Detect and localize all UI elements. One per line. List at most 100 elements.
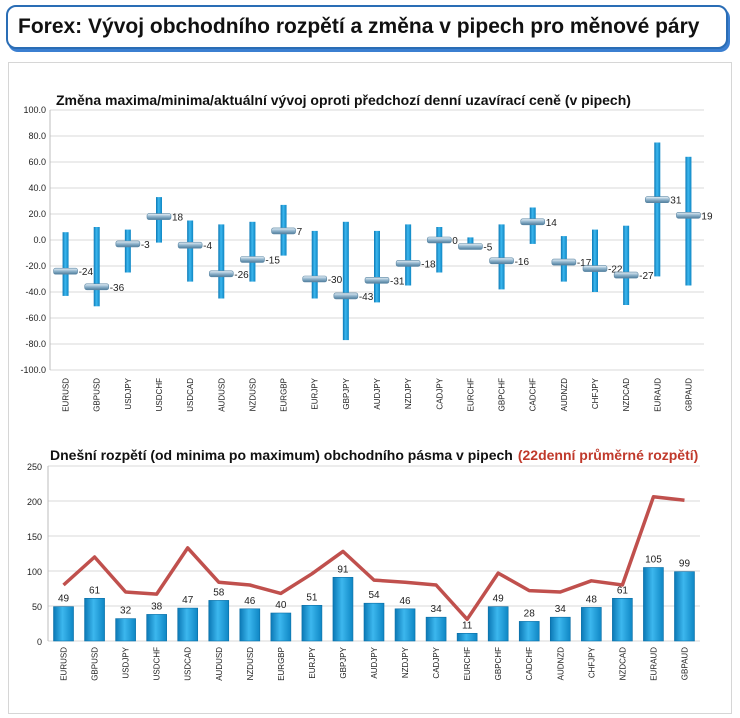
- chart1-x-tick: CADJPY: [435, 377, 444, 409]
- chart2-data-label: 105: [645, 555, 662, 566]
- chart2-x-tick: EURGBP: [277, 647, 286, 681]
- chart2-bar: [549, 616, 571, 642]
- chart1-data-label: 14: [546, 218, 558, 229]
- chart1-y-tick: 20.0: [28, 209, 46, 219]
- chart2-x-tick: GBPAUD: [680, 647, 689, 680]
- chart1-y-tick: 100.0: [23, 105, 46, 115]
- chart2-bar: [612, 597, 633, 642]
- chart1-range-bar: [654, 142, 661, 277]
- chart2-y-tick: 250: [27, 462, 42, 472]
- chart-frame: [8, 62, 732, 714]
- chart1-range-bar: [436, 227, 443, 273]
- chart1-range-bar: [187, 220, 194, 282]
- chart2-title: Dnešní rozpětí (od minima po maximum) ob…: [50, 447, 698, 463]
- chart1-x-tick: GBPJPY: [342, 377, 351, 409]
- chart2-bar: [84, 597, 105, 642]
- chart1-current-marker: [53, 267, 78, 275]
- chart2-y-tick: 0: [37, 637, 42, 647]
- chart1-range-bar: [685, 156, 692, 286]
- chart1-x-tick: EURAUD: [653, 378, 662, 412]
- chart2-data-label: 11: [462, 620, 473, 631]
- chart2-data-label: 38: [151, 601, 163, 612]
- chart2-x-tick: GBPJPY: [339, 646, 348, 678]
- chart2-x-tick: NZDCAD: [618, 647, 627, 681]
- chart1-data-label: -16: [515, 257, 530, 268]
- chart1-data-label: -27: [639, 271, 654, 282]
- chart1-range-bar: [342, 221, 349, 341]
- chart1-current-marker: [426, 236, 452, 244]
- chart2-bar: [487, 606, 509, 642]
- chart2-x-tick: AUDUSD: [215, 647, 224, 681]
- chart1-data-label: 19: [701, 211, 713, 222]
- chart1-current-marker: [84, 283, 110, 291]
- chart2-bar: [115, 618, 136, 642]
- chart1-x-tick: EURUSD: [62, 378, 71, 412]
- chart1-data-label: -5: [483, 243, 492, 254]
- chart1-current-marker: [115, 240, 141, 248]
- chart2-bar: [239, 608, 261, 642]
- chart2-bar: [456, 632, 478, 642]
- chart1-data-label: -26: [234, 270, 249, 281]
- chart1-current-marker: [520, 218, 546, 226]
- chart1-x-tick: USDCAD: [186, 378, 195, 412]
- chart2-data-label: 61: [89, 585, 101, 596]
- chart1-current-marker: [302, 275, 328, 283]
- chart1-range-bar: [529, 207, 536, 244]
- chart1-x-tick: GBPAUD: [684, 378, 693, 411]
- chart1-data-label: -30: [328, 275, 343, 286]
- chart2-x-tick: AUDJPY: [370, 646, 379, 678]
- chart2-data-label: 34: [555, 604, 567, 615]
- chart1-y-tick: 60.0: [28, 157, 46, 167]
- chart1-y-axis: 100.0 80.0 60.0 40.0 20.0 0.0 -20.0 -40.0 -60.0 -…: [20, 105, 46, 375]
- chart2-bar: [332, 576, 354, 642]
- chart1-range-bar: [592, 229, 598, 292]
- chart2-data-label: 28: [524, 608, 536, 619]
- chart1-data-label: -24: [79, 267, 94, 278]
- chart2-x-tick: USDCAD: [184, 647, 193, 681]
- chart2-y-tick: 200: [27, 497, 42, 507]
- chart2-x-tick: CADCHF: [525, 647, 534, 680]
- chart2-data-label: 46: [244, 596, 256, 607]
- chart1-data-label: -17: [577, 258, 592, 269]
- chart2-data-label: 47: [182, 595, 194, 606]
- chart2-x-axis: EURUSD GBPUSD USDJPY USDCHF USDCAD AUDUSD NZDU…: [60, 646, 690, 680]
- chart1-range-bar: [124, 229, 131, 273]
- chart1-current-marker: [146, 213, 172, 220]
- chart2-y-tick: 100: [27, 567, 42, 577]
- chart1-current-marker: [364, 276, 390, 284]
- chart1-range-bar: [374, 230, 380, 303]
- chart2-x-tick: CHFJPY: [587, 646, 596, 678]
- chart1-x-axis: EURUSD GBPUSD USDJPY USDCHF USDCAD AUDUSD NZDU…: [62, 377, 694, 411]
- chart1-current-marker: [582, 265, 608, 272]
- chart1-current-marker: [551, 258, 577, 266]
- chart1-y-tick: -60.0: [25, 313, 46, 323]
- chart2-bar: [425, 616, 447, 642]
- chart1-y-tick: -80.0: [25, 339, 46, 349]
- page-title: Forex: Vývoj obchodního rozpětí a změna …: [18, 15, 700, 38]
- chart1-current-marker: [271, 227, 296, 235]
- chart2-bar: [301, 604, 323, 642]
- chart2-data-label: 51: [306, 592, 318, 603]
- chart2-bar: [208, 600, 230, 642]
- chart2-bar: [643, 567, 664, 642]
- chart1-x-tick: GBPUSD: [93, 378, 102, 412]
- chart1-current-marker: [613, 271, 639, 279]
- chart1-y-tick: -40.0: [25, 287, 46, 297]
- chart1-x-tick: AUDUSD: [217, 378, 226, 412]
- chart2-data-label: 99: [679, 559, 691, 570]
- chart2-data-label: 34: [431, 604, 443, 615]
- chart1-x-tick: CADCHF: [529, 378, 538, 411]
- chart1-y-tick: 80.0: [28, 131, 46, 141]
- chart2-x-tick: EURUSD: [60, 647, 69, 681]
- chart1-data-label: -43: [359, 292, 374, 303]
- chart1-x-tick: EURCHF: [466, 378, 475, 411]
- chart1-x-tick: GBPCHF: [498, 378, 507, 411]
- chart1-current-marker: [458, 243, 483, 250]
- chart2-x-tick: EURAUD: [649, 647, 658, 681]
- chart1-x-tick: AUDJPY: [373, 377, 382, 409]
- chart1-title: Změna maxima/minima/aktuální vývoj oprot…: [56, 92, 631, 108]
- chart2-x-tick: USDCHF: [153, 647, 162, 680]
- chart1-range-bar: [467, 237, 474, 248]
- chart2-bar: [146, 614, 167, 642]
